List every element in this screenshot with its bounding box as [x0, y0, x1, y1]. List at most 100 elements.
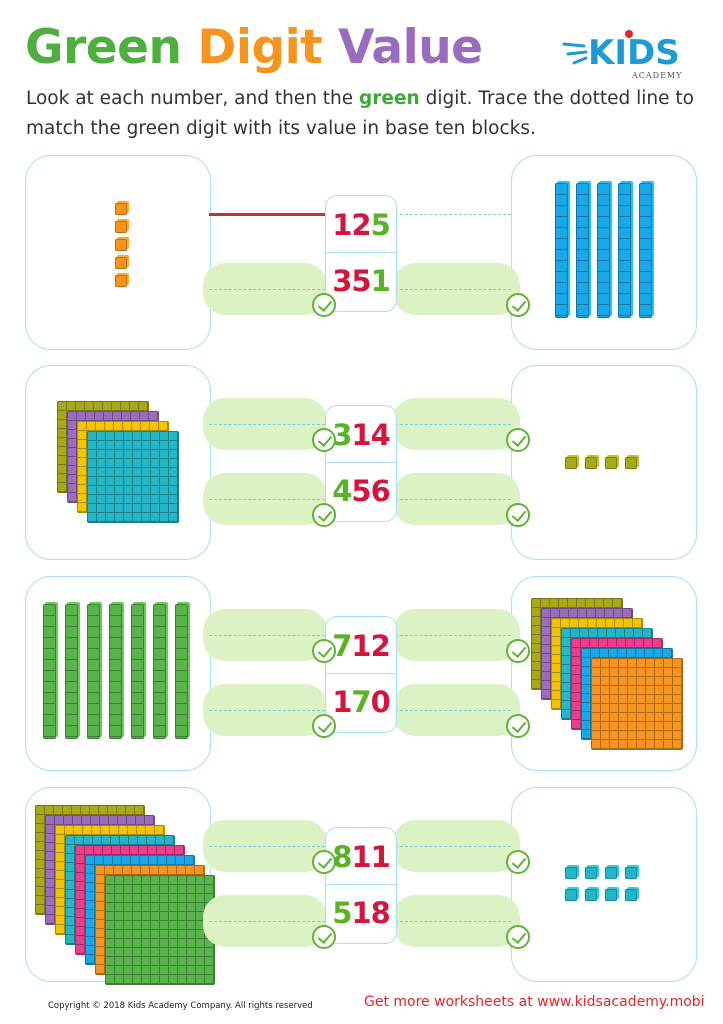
unit-cube-icon [585, 867, 597, 879]
dotted-trace-line-right[interactable] [395, 289, 511, 290]
dotted-trace-line-left[interactable] [209, 710, 325, 711]
number-314: 314 [326, 418, 396, 452]
hundreds-flat-icon [87, 431, 179, 523]
check-left-icon[interactable] [312, 850, 336, 874]
dotted-trace-line-right[interactable] [395, 424, 511, 425]
unit-cube-icon [115, 257, 127, 269]
dotted-trace-line-left[interactable] [209, 846, 325, 847]
dotted-trace-line-left[interactable] [209, 289, 325, 290]
green-digit: 5 [332, 896, 352, 930]
tens-rod-icon [153, 604, 166, 739]
right-blocks-card [511, 365, 697, 560]
title-word-digit: Digit [197, 20, 323, 75]
copyright-text: Copyright © 2018 Kids Academy Company. A… [48, 1001, 313, 1011]
unit-cube-icon [565, 867, 577, 879]
number-712: 712 [326, 629, 396, 663]
green-digit: 3 [332, 418, 352, 452]
check-right-icon[interactable] [506, 925, 530, 949]
title-word-green: Green [25, 20, 182, 75]
tens-rod-icon [555, 183, 568, 318]
number-518: 518 [326, 896, 396, 930]
unit-cube-icon [115, 275, 127, 287]
red-digit: 14 [351, 418, 390, 452]
unit-cube-icon [605, 457, 617, 469]
check-right-icon[interactable] [506, 639, 530, 663]
red-digit: 11 [351, 840, 390, 874]
number-card: 314 456 [325, 405, 397, 522]
number-170: 170 [326, 685, 396, 719]
tens-rod-icon [175, 604, 188, 739]
unit-cube-icon [605, 889, 617, 901]
number-card: 811 518 [325, 827, 397, 944]
tens-rod-icon [109, 604, 122, 739]
traced-answer-line [209, 213, 325, 216]
check-left-icon[interactable] [312, 428, 336, 452]
unit-cube-icon [625, 889, 637, 901]
promo-link[interactable]: Get more worksheets at www.kidsacademy.m… [364, 994, 705, 1010]
red-digit: 12 [332, 208, 371, 242]
unit-cube-icon [115, 221, 127, 233]
tens-rod-icon [639, 183, 652, 318]
dotted-trace-line-right[interactable] [395, 635, 511, 636]
title-word-value: Value [338, 20, 483, 75]
hundreds-flat-icon [591, 658, 683, 750]
dotted-trace-line-right[interactable] [395, 846, 511, 847]
page-title: Green Digit Value [25, 18, 483, 78]
unit-cube-icon [625, 457, 637, 469]
unit-cube-icon [115, 239, 127, 251]
unit-cube-icon [605, 867, 617, 879]
kids-academy-logo: KIDS ACADEMY [562, 24, 692, 82]
unit-cube-icon [565, 889, 577, 901]
tens-rod-icon [576, 183, 589, 318]
dotted-trace-line-right[interactable] [395, 499, 511, 500]
green-digit: 5 [370, 208, 391, 242]
check-left-icon[interactable] [312, 925, 336, 949]
svg-text:ACADEMY: ACADEMY [631, 71, 682, 80]
tens-rod-icon [131, 604, 144, 739]
tens-rod-icon [597, 183, 610, 318]
check-left-icon[interactable] [312, 639, 336, 663]
instructions-before: Look at each number, and then the [26, 88, 354, 109]
left-blocks-card [25, 155, 211, 350]
logo-icon: KIDS ACADEMY [562, 30, 682, 80]
red-digit: 35 [332, 264, 371, 298]
tens-rod-icon [43, 604, 56, 739]
green-digit: 7 [332, 629, 352, 663]
check-left-icon[interactable] [312, 503, 336, 527]
number-card-divider [326, 462, 396, 463]
tens-rod-icon [87, 604, 100, 739]
number-456: 456 [326, 474, 396, 508]
dotted-trace-line-right[interactable] [395, 710, 511, 711]
unit-cube-icon [585, 457, 597, 469]
check-right-icon[interactable] [506, 714, 530, 738]
svg-text:KIDS: KIDS [588, 33, 680, 73]
dotted-trace-line-left[interactable] [209, 499, 325, 500]
dotted-trace-line-right[interactable] [395, 214, 511, 215]
tens-rod-icon [65, 604, 78, 739]
dotted-trace-line-right[interactable] [395, 921, 511, 922]
check-right-icon[interactable] [506, 503, 530, 527]
green-digit: 7 [351, 685, 371, 719]
number-card-divider [326, 884, 396, 885]
red-digit: 18 [351, 896, 390, 930]
number-card-divider [326, 673, 396, 674]
dotted-trace-line-left[interactable] [209, 921, 325, 922]
unit-cube-icon [625, 867, 637, 879]
red-digit: 1 [332, 685, 352, 719]
dotted-trace-line-left[interactable] [209, 635, 325, 636]
number-card: 712 170 [325, 616, 397, 733]
instructions-after: digit. Trace the dotted line to match th… [26, 88, 694, 139]
red-digit: 12 [351, 629, 390, 663]
right-blocks-card [511, 787, 697, 982]
instructions-green-word: green [359, 88, 420, 109]
unit-cube-icon [565, 457, 577, 469]
check-left-icon[interactable] [312, 293, 336, 317]
check-left-icon[interactable] [312, 714, 336, 738]
check-right-icon[interactable] [506, 850, 530, 874]
dotted-trace-line-left[interactable] [209, 424, 325, 425]
green-digit: 8 [332, 840, 352, 874]
number-351: 351 [326, 264, 396, 298]
check-right-icon[interactable] [506, 428, 530, 452]
check-right-icon[interactable] [506, 293, 530, 317]
red-digit: 56 [351, 474, 390, 508]
